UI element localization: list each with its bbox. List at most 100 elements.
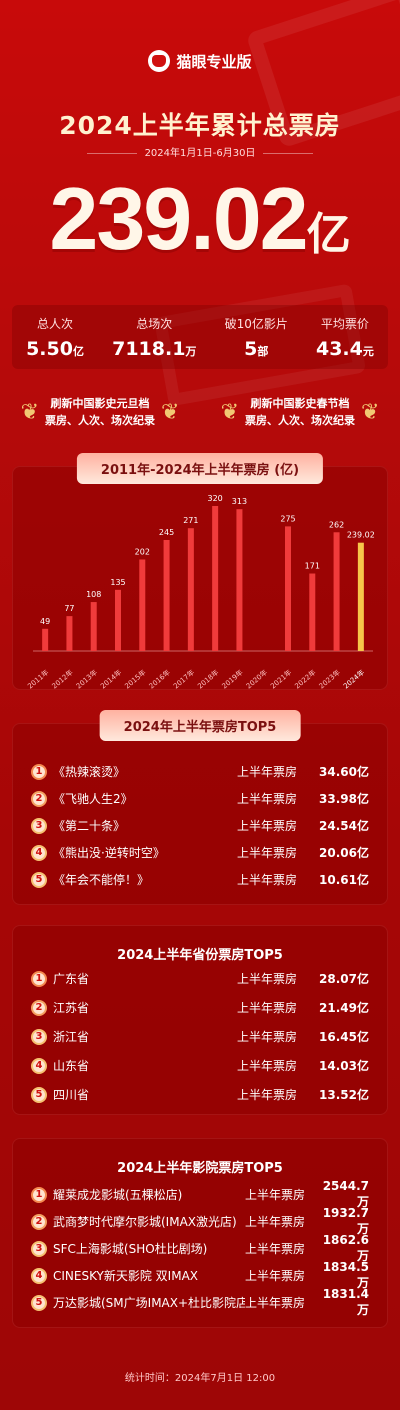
- rank-badge: 1: [31, 1186, 47, 1203]
- bar-value-label: 275: [280, 514, 295, 523]
- x-tick-label: 2015年: [123, 668, 148, 691]
- chart-panel: 2011年-2024年上半年票房 (亿) 49 2011年 77 2012年 108 20…: [12, 453, 388, 691]
- rank-value: 1831.4万: [322, 1287, 369, 1317]
- rank-name: 《飞驰人生2》: [53, 792, 133, 806]
- rank-metric: 上半年票房: [237, 873, 298, 887]
- bar-value-label: 271: [183, 516, 198, 525]
- stat-screenings: 总场次 7118.1万: [112, 315, 196, 360]
- top-cinemas-title: 2024上半年影院票房TOP5: [117, 1161, 283, 1176]
- bar-value-label: 77: [64, 604, 74, 613]
- rank-badge: 3: [31, 1028, 47, 1045]
- x-tick-label: 2012年: [50, 668, 75, 691]
- x-tick-label: 2019年: [220, 668, 245, 691]
- total-unit: 亿: [306, 209, 351, 260]
- x-tick-label: 2020年: [244, 668, 269, 691]
- rank-value: 1932.7万: [322, 1206, 369, 1236]
- rank-badge: 2: [31, 790, 47, 807]
- bar-value-label: 245: [159, 528, 174, 537]
- bar-value-label: 135: [110, 578, 125, 587]
- record-spring-festival: ❦ 刷新中国影史春节档 票房、人次、场次纪录 ❦: [221, 395, 380, 429]
- stat-label: 平均票价: [320, 316, 369, 331]
- rank-row: 2 江苏省 上半年票房 21.49亿: [31, 993, 369, 1022]
- record-line: 刷新中国影史元旦档: [50, 397, 150, 410]
- stat-unit: 元: [362, 344, 374, 358]
- x-tick-label: 2014年: [98, 668, 123, 691]
- rank-name: CINESKY新天影院 双IMAX: [53, 1269, 199, 1283]
- rank-row: 5 《年会不能停！》 上半年票房 10.61亿: [31, 866, 369, 893]
- rank-metric: 上半年票房: [237, 819, 298, 833]
- rank-badge: 3: [31, 1240, 47, 1257]
- top-cinemas-panel: 2024上半年影院票房TOP5 1 耀莱成龙影城(五棵松店) 上半年票房 2544.7…: [12, 1138, 388, 1328]
- x-tick-label: 2022年: [293, 668, 318, 691]
- rank-row: 2 武商梦时代摩尔影城(IMAX激光店) 上半年票房 1932.7万: [31, 1206, 369, 1236]
- rank-row: 1 耀莱成龙影城(五棵松店) 上半年票房 2544.7万: [31, 1179, 369, 1209]
- bar-2018年: [212, 506, 219, 651]
- rank-badge: 2: [31, 999, 47, 1016]
- top-provinces-title: 2024上半年省份票房TOP5: [117, 948, 283, 963]
- rank-row: 5 四川省 上半年票房 13.52亿: [31, 1080, 369, 1109]
- stat-unit: 部: [257, 344, 269, 358]
- bar-2016年: [163, 539, 170, 651]
- rank-name: 广东省: [53, 972, 90, 986]
- rank-badge: 2: [31, 1213, 47, 1230]
- stat-unit: 万: [185, 344, 197, 358]
- rank-name: 山东省: [53, 1059, 90, 1073]
- rank-name: 万达影城(SM广场IMAX+杜比影院店): [53, 1296, 245, 1310]
- x-tick-label: 2021年: [268, 668, 293, 691]
- rank-value: 24.54亿: [319, 819, 369, 833]
- x-tick-label: 2024年: [341, 668, 366, 691]
- stat-value: 43.4: [315, 337, 363, 360]
- rank-name: 《热辣滚烫》: [53, 765, 126, 779]
- rank-row: 3 SFC上海影城(SHO杜比剧场) 上半年票房 1862.6万: [31, 1233, 369, 1263]
- stat-billion-films: 破10亿影片 5部: [225, 315, 288, 360]
- page-title: 2024上半年累计总票房: [59, 111, 341, 140]
- rank-row: 4 CINESKY新天影院 双IMAX 上半年票房 1834.5万: [31, 1260, 369, 1290]
- rank-badge: 4: [31, 1267, 47, 1284]
- stat-timestamp: 统计时间：2024年7月1日 12:00: [124, 1373, 276, 1384]
- record-new-year: ❦ 刷新中国影史元旦档 票房、人次、场次纪录 ❦: [21, 395, 180, 429]
- top-provinces-list: 1 广东省 上半年票房 28.07亿 2 江苏省 上半年票房 21.49亿 3 浙江省 上半年票房 1…: [31, 964, 369, 1109]
- record-line: 票房、人次、场次纪录: [45, 414, 155, 427]
- bar-2023年: [333, 532, 340, 651]
- rank-badge: 5: [31, 1086, 47, 1103]
- rank-badge: 3: [31, 817, 47, 834]
- x-tick-label: 2023年: [317, 668, 342, 691]
- bar-value-label: 262: [329, 520, 344, 529]
- bar-value-label: 313: [232, 497, 247, 506]
- bar-2017年: [187, 528, 194, 651]
- rank-metric: 上半年票房: [245, 1296, 306, 1310]
- total-box-office: 239.02亿: [0, 168, 400, 270]
- rank-value: 13.52亿: [319, 1088, 369, 1102]
- laurel-left-icon: ❦: [20, 399, 39, 425]
- top-provinces-panel: 2024上半年省份票房TOP5 1 广东省 上半年票房 28.07亿 2 江苏省 上半年票房…: [12, 925, 388, 1115]
- rank-value: 10.61亿: [319, 873, 369, 887]
- top-films-title: 2024年上半年票房TOP5: [99, 710, 301, 741]
- stat-avg-price: 平均票价 43.4元: [316, 315, 374, 360]
- x-tick-label: 2011年: [26, 668, 51, 691]
- laurel-right-icon: ❦: [161, 399, 180, 425]
- rank-value: 1862.6万: [322, 1233, 369, 1263]
- rank-value: 1834.5万: [322, 1260, 369, 1290]
- bar-value-label: 202: [135, 547, 150, 556]
- rank-metric: 上半年票房: [237, 846, 298, 860]
- stat-value: 5.50: [26, 337, 73, 360]
- bar-value-label: 320: [208, 494, 223, 503]
- x-tick-label: 2016年: [147, 668, 172, 691]
- rank-name: 江苏省: [53, 1001, 90, 1015]
- laurel-left-icon: ❦: [220, 399, 239, 425]
- stat-label: 总人次: [37, 316, 74, 331]
- rank-metric: 上半年票房: [245, 1215, 306, 1229]
- chart-title: 2011年-2024年上半年票房 (亿): [76, 453, 324, 484]
- bar-2019年: [236, 509, 243, 651]
- total-value: 239.02: [49, 169, 308, 268]
- rank-name: SFC上海影城(SHO杜比剧场): [53, 1242, 208, 1256]
- bar-2015年: [139, 559, 146, 651]
- rank-name: 《年会不能停！》: [53, 873, 150, 887]
- rank-badge: 4: [31, 844, 47, 861]
- bar-2022年: [309, 573, 316, 651]
- box-office-bar-chart: 49 2011年 77 2012年 108 2013年 135 2014年 202 2015年 24…: [26, 494, 375, 691]
- records-row: ❦ 刷新中国影史元旦档 票房、人次、场次纪录 ❦ ❦ 刷新中国影史春节档 票房、…: [0, 395, 400, 429]
- rank-value: 2544.7万: [322, 1179, 369, 1209]
- brand-name: 猫眼专业版: [176, 52, 252, 71]
- rank-badge: 5: [31, 871, 47, 888]
